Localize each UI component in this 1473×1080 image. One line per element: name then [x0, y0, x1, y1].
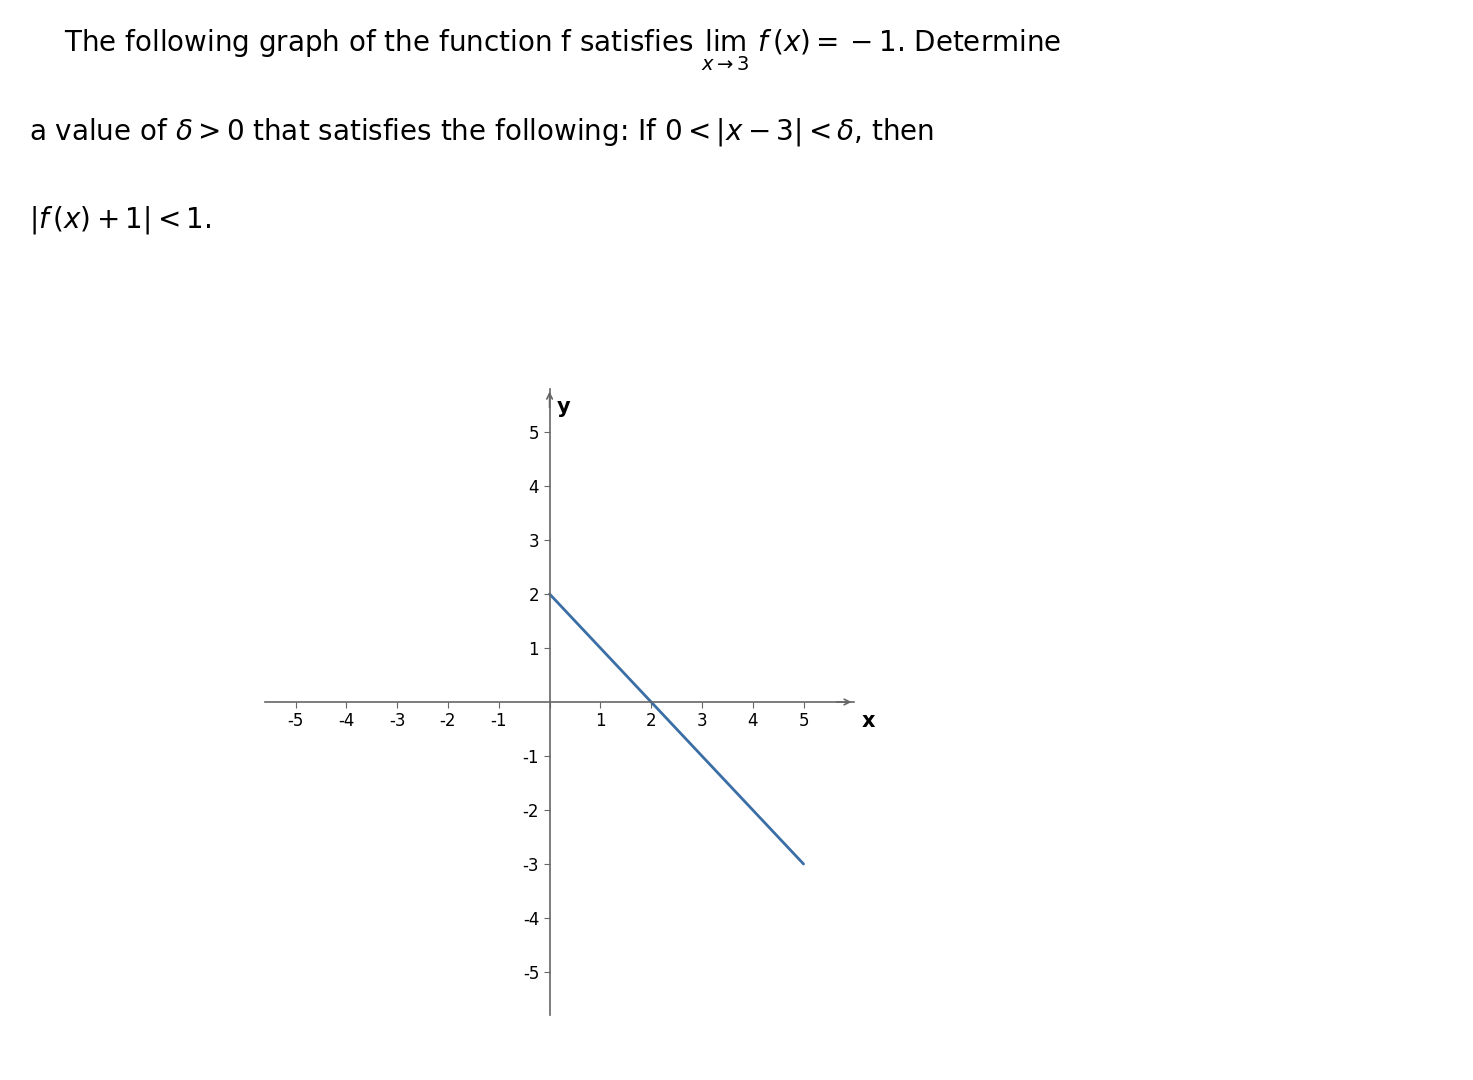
Text: $|f\,(x) + 1| < 1$.: $|f\,(x) + 1| < 1$.: [29, 204, 212, 237]
Text: x: x: [862, 711, 875, 731]
Text: a value of $\delta > 0$ that satisfies the following: If $0 < |x - 3| < \delta$,: a value of $\delta > 0$ that satisfies t…: [29, 116, 934, 148]
Text: The following graph of the function f satisfies $\underset{x\to 3}{\lim}$ $f\,(x: The following graph of the function f sa…: [29, 27, 1062, 73]
Text: y: y: [557, 397, 572, 417]
